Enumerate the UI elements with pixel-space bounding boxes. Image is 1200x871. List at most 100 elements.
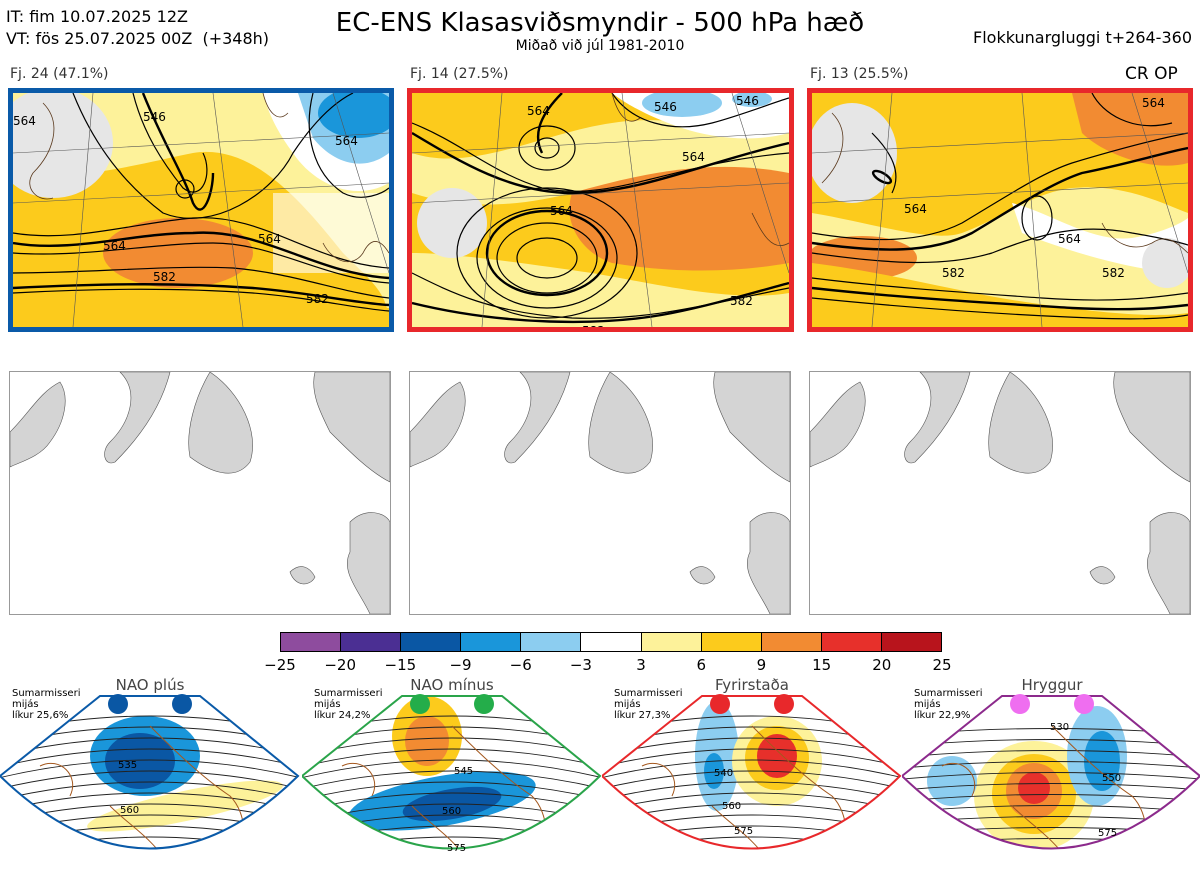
colorbar-tick-label: −3 [569, 656, 592, 674]
contour-label: 582 [153, 270, 176, 284]
colorbar-swatch [401, 633, 462, 651]
regime-title: Hryggur [1021, 676, 1083, 694]
colorbar-tick-label: −20 [324, 656, 356, 674]
regime-text-line: mijás [314, 699, 341, 710]
contour-label: 582 [1102, 266, 1125, 280]
colorbar-swatch [461, 633, 522, 651]
colorbar [280, 632, 942, 652]
regime-contour-label: 560 [722, 801, 741, 812]
anomaly-map-1 [9, 371, 391, 615]
regime-probability: Sumarmisseri mijás líkur 25,6% [12, 688, 80, 721]
contour-label: 582 [730, 294, 753, 308]
contour-label: 546 [736, 94, 759, 108]
contour-label: 546 [143, 110, 166, 124]
colorbar-tick-label: 25 [932, 656, 952, 674]
regime-marker-dot [774, 694, 794, 714]
colorbar-swatch [341, 633, 402, 651]
classification-window: Flokkunargluggi t+264-360 [973, 28, 1192, 47]
regime-marker-dot [172, 694, 192, 714]
regime-contour-label: 535 [118, 760, 137, 771]
regime-text-line: líkur 27,3% [614, 710, 671, 721]
regime-marker-dot [1010, 694, 1030, 714]
contour-label: 582 [306, 292, 329, 306]
regime-contour-label: 575 [734, 826, 753, 837]
colorbar-tick-label: 9 [756, 656, 767, 674]
regime-text-line: mijás [614, 699, 641, 710]
colorbar-swatch [521, 633, 582, 651]
contour-label: 564 [682, 150, 705, 164]
contour-label: 564 [103, 239, 126, 253]
regime-text-line: líkur 22,9% [914, 710, 971, 721]
colorbar-swatch [581, 633, 642, 651]
page-title: EC-ENS Klasasviðsmyndir - 500 hPa hæð [335, 8, 865, 38]
regime-text-line: Sumarmisseri [314, 688, 383, 699]
regime-title: NAO mínus [410, 676, 494, 694]
regime-contour-label: 550 [1102, 773, 1121, 784]
cr-op-label: CR OP [1125, 64, 1178, 84]
contour-label: 564 [1142, 96, 1165, 110]
regime-marker-dot [710, 694, 730, 714]
anomaly-map-2 [409, 371, 791, 615]
regime-map: 540 560 575 [602, 694, 902, 850]
contour-label: 564 [904, 202, 927, 216]
anomaly-map-3 [809, 371, 1191, 615]
cluster-3-caption: Fj. 13 (25.5%) [810, 66, 909, 82]
regime-marker-dot [108, 694, 128, 714]
cluster-2-caption: Fj. 14 (27.5%) [410, 66, 509, 82]
regime-text-line: mijás [12, 699, 39, 710]
contour-label: 564 [550, 204, 573, 218]
regime-contour-label: 545 [454, 766, 473, 777]
page-subtitle: Miðað við júl 1981-2010 [515, 38, 685, 54]
regime-contour-label: 530 [1050, 722, 1069, 733]
regime-text-line: Sumarmisseri [12, 688, 81, 699]
colorbar-swatch [761, 633, 822, 651]
regime-marker-dot [474, 694, 494, 714]
colorbar-tick-label: −6 [509, 656, 532, 674]
colorbar-swatch [701, 633, 762, 651]
colorbar-swatch [881, 633, 942, 651]
cluster-3-map: 564 564 582 582 564 [807, 88, 1193, 332]
cluster-2-map: 564 564 546 546 564 582 582 [407, 88, 794, 332]
colorbar-tick-label: 15 [812, 656, 832, 674]
regime-marker-dot [1074, 694, 1094, 714]
contour-label: 564 [13, 114, 36, 128]
regime-contour-label: 575 [1098, 828, 1117, 839]
colorbar-tick-label: 3 [636, 656, 646, 674]
contour-label: 564 [527, 104, 550, 118]
regime-text-line: Sumarmisseri [914, 688, 983, 699]
regime-text-line: líkur 24,2% [314, 710, 371, 721]
contour-label: 564 [335, 134, 358, 148]
colorbar-tick-label: −25 [264, 656, 296, 674]
colorbar-tick-label: −9 [449, 656, 472, 674]
regime-title: NAO plús [115, 676, 185, 694]
header-info: IT: fim 10.07.2025 12Z VT: fös 25.07.2025… [6, 6, 269, 50]
valid-time: VT: fös 25.07.2025 00Z (+348h) [6, 29, 270, 48]
colorbar-swatch [821, 633, 882, 651]
regime-map: 545 560 575 [302, 694, 602, 854]
contour-label: 546 [654, 100, 677, 114]
colorbar-tick-label: 20 [872, 656, 892, 674]
cluster-1-caption: Fj. 24 (47.1%) [10, 66, 109, 82]
regime-text-line: líkur 25,6% [12, 710, 69, 721]
contour-label: 582 [942, 266, 965, 280]
regime-contour-label: 560 [120, 805, 139, 816]
cluster-1-map: 564 546 564 564 582 582 564 [8, 88, 394, 332]
colorbar-swatch [281, 633, 342, 651]
regime-contour-label: 575 [447, 843, 466, 854]
issue-time: IT: fim 10.07.2025 12Z [6, 7, 188, 26]
colorbar-swatch [641, 633, 702, 651]
regime-text-line: Sumarmisseri [614, 688, 683, 699]
regime-map: 535 560 [0, 694, 300, 850]
colorbar-tick-label: −15 [384, 656, 417, 674]
contour-label: 582 [582, 324, 605, 327]
regime-probability: Sumarmisseri mijás líkur 27,3% [614, 688, 682, 721]
regime-probability: Sumarmisseri mijás líkur 24,2% [314, 688, 382, 721]
contour-label: 564 [258, 232, 281, 246]
regime-title: Fyrirstaða [715, 676, 789, 694]
regime-marker-dot [410, 694, 430, 714]
regime-map: 530 550 575 [902, 694, 1200, 850]
colorbar-tick-label: 6 [696, 656, 707, 674]
regime-probability: Sumarmisseri mijás líkur 22,9% [914, 688, 982, 721]
regime-contour-label: 540 [714, 768, 733, 779]
regime-text-line: mijás [914, 699, 941, 710]
